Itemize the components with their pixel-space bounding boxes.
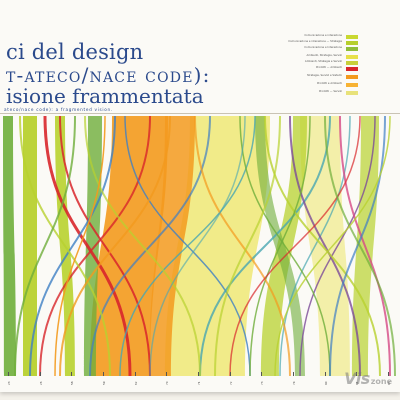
watermark-logo: Viszone <box>344 369 392 388</box>
flow-thread <box>229 116 361 376</box>
legend-swatch <box>346 61 358 65</box>
legend-item: Strategie, Servizi e Sistemi <box>250 74 398 80</box>
flow-thread <box>299 116 376 376</box>
axis-tick <box>166 372 168 376</box>
axis-tick <box>8 372 9 376</box>
axis-tick-label: 90 <box>323 381 328 385</box>
flow-thread <box>249 116 311 376</box>
axis-tick <box>293 372 294 376</box>
flow-streams <box>3 116 396 376</box>
title-line-2: t-ateco/nace code): <box>6 63 211 87</box>
axis-tick-label: 59 <box>102 381 106 385</box>
flow-thread <box>289 116 361 376</box>
legend-item: Prodotti e Ambienti <box>250 82 398 88</box>
axis-tick <box>229 372 231 376</box>
axis-tick-label: 71 <box>197 381 201 385</box>
legend-item: Prodotti — Servizi <box>250 90 398 96</box>
legend-label: Prodotti e Ambienti <box>317 82 342 85</box>
axis-tick-label: 62 <box>133 381 138 385</box>
watermark-sub: zone <box>370 377 392 386</box>
legend-label: Prodotti — Servizi <box>319 90 342 93</box>
flow-thread <box>59 116 171 376</box>
legend-item: Ambienti, Strategia, Servizi <box>250 54 398 60</box>
legend-swatch <box>346 91 358 95</box>
flow-band-lime <box>23 116 37 376</box>
axis-tick <box>198 372 199 376</box>
flow-thread <box>324 116 396 376</box>
legend-label: Comunicazione e Interazione <box>304 46 342 49</box>
legend-swatch <box>346 83 358 87</box>
flow-thread <box>339 116 391 376</box>
legend-swatch <box>346 75 358 79</box>
subtitle: ateco/nace code): a fragmented vision. <box>4 107 113 112</box>
legend-label: Prodotti — Ambienti <box>316 66 342 69</box>
axis-tick-label: 72 <box>228 381 233 385</box>
legend-label: Comunicazione e interazione — Strategia <box>288 40 342 43</box>
flow-thread <box>264 116 381 376</box>
legend-item: Comunicazione e interazione — Strategia <box>250 40 398 46</box>
flow-band-green <box>3 116 16 376</box>
flow-thread <box>119 116 256 376</box>
flow-diagram <box>3 116 396 376</box>
legend-swatch <box>346 41 358 45</box>
axis-tick <box>134 372 136 376</box>
legend-swatch <box>346 55 358 59</box>
divider <box>0 113 400 114</box>
legend-label: Ambienti, Strategia e Servizi <box>304 60 342 63</box>
axis-tick <box>39 372 41 376</box>
flow-thread <box>194 116 291 376</box>
legend-label: Strategie, Servizi e Sistemi <box>306 74 342 77</box>
axis-tick-label: 73 <box>260 381 265 385</box>
legend-item: Prodotti — Ambienti <box>250 66 398 72</box>
flow-thread <box>329 116 386 376</box>
title-line-3: isione frammentata <box>6 84 204 108</box>
axis-tick <box>261 372 263 376</box>
legend-item: Comunicazione e Interazione <box>250 46 398 52</box>
axis-tick-label: 26 <box>38 381 43 385</box>
flow-thread <box>239 116 331 376</box>
flow-band-orange <box>90 116 168 376</box>
flow-thread <box>14 116 76 376</box>
axis-tick <box>71 372 73 376</box>
flow-thread <box>39 116 151 376</box>
axis: 23 26 58 59 62 70 71 72 73 74 90 91 93 <box>0 372 400 386</box>
legend-swatch <box>346 47 358 51</box>
flow-thread <box>29 116 116 376</box>
flow-thread <box>279 116 351 376</box>
axis-tick-label: 70 <box>165 381 170 385</box>
watermark-main: Vis <box>344 369 370 388</box>
flow-thread <box>214 116 281 376</box>
axis-tick <box>388 372 389 376</box>
axis-tick-label: 74 <box>292 381 296 385</box>
legend-label: Comunicazione e interazione <box>304 34 342 37</box>
axis-tick <box>324 372 326 376</box>
legend-item: Ambienti, Strategia e Servizi <box>250 60 398 66</box>
title-line-1: ci del design <box>6 40 144 64</box>
legend-swatch <box>346 67 358 71</box>
flow-thread <box>54 116 106 376</box>
legend-item: Comunicazione e interazione <box>250 34 398 40</box>
legend-swatch <box>346 35 358 39</box>
flow-thread <box>199 116 331 376</box>
flow-thread <box>84 116 201 376</box>
axis-tick-label: 58 <box>70 381 75 385</box>
axis-tick <box>356 372 358 376</box>
flow-thread <box>19 116 111 376</box>
legend-label: Ambienti, Strategia, Servizi <box>306 54 342 57</box>
axis-tick-label: 23 <box>7 381 11 385</box>
axis-tick <box>103 372 104 376</box>
flow-thread <box>149 116 246 376</box>
flow-thread <box>89 116 211 376</box>
flow-thread <box>274 116 391 376</box>
flow-thread <box>59 116 151 376</box>
